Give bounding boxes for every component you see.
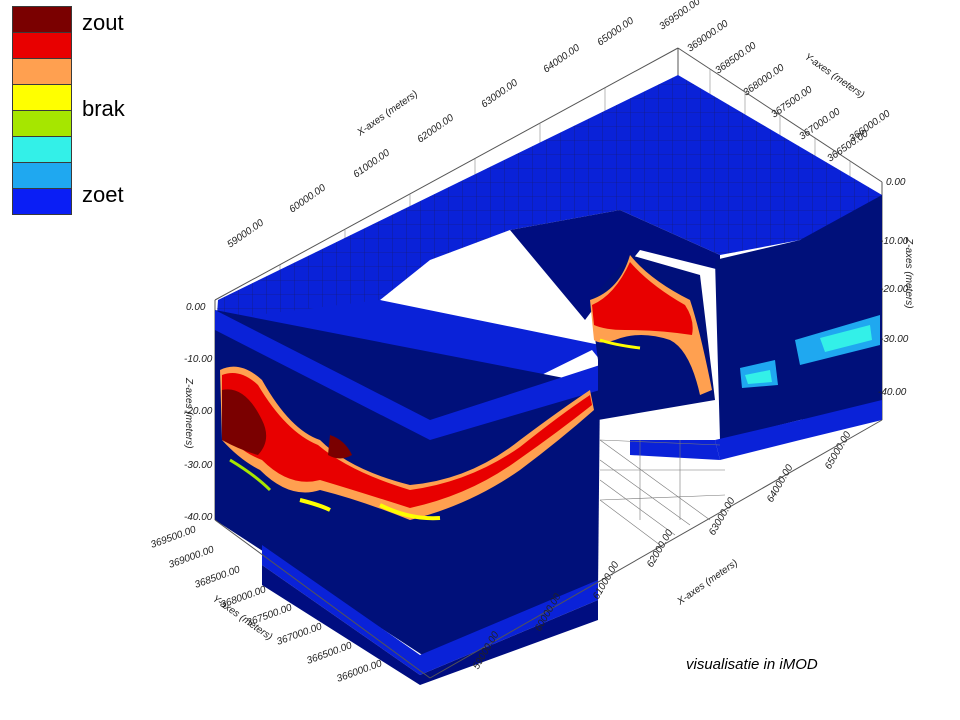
x-tick-bottom: 62000.00 xyxy=(645,527,676,569)
z-tick-right: -40.00 xyxy=(878,387,907,398)
x-tick-top: 64000.00 xyxy=(541,42,582,75)
z-tick-right: 0.00 xyxy=(886,177,906,188)
y-tick-right: 367000.00 xyxy=(797,106,842,142)
z-tick-right: -30.00 xyxy=(880,334,909,345)
z-axis-title-left: Z-axes (meters) xyxy=(183,377,194,449)
front-face-cut xyxy=(590,255,715,420)
y-tick-left: 366000.00 xyxy=(335,658,384,685)
x-axis-title-top: X-axes (meters) xyxy=(355,89,420,139)
base-layers xyxy=(262,400,882,685)
legend-swatch xyxy=(12,162,72,189)
z-tick-left: -10.00 xyxy=(184,354,213,365)
top-surface xyxy=(215,75,882,430)
x-tick-top: 60000.00 xyxy=(287,182,328,215)
z-tick-right: -10.00 xyxy=(880,236,909,247)
x-tick-top: 62000.00 xyxy=(415,112,456,145)
z-tick-left: 0.00 xyxy=(186,302,206,313)
x-tick-top: 59000.00 xyxy=(225,217,266,250)
legend-swatch xyxy=(12,32,72,59)
y-tick-right: 366000.00 xyxy=(847,108,892,144)
y-tick-right: 368000.00 xyxy=(741,62,786,98)
bounding-box-front xyxy=(214,419,883,679)
legend-label-brackish: brak xyxy=(82,96,125,121)
y-tick-left: 367000.00 xyxy=(275,621,324,648)
legend-label-fresh: zoet xyxy=(82,182,124,207)
y-tick-left: 369000.00 xyxy=(167,544,216,571)
z-ticks-left: 0.00 -10.00 -20.00 -30.00 -40.00 Z-axes … xyxy=(183,302,213,523)
y-tick-left: 368500.00 xyxy=(193,564,242,591)
z-axis-title-right: Z-axes (meters) xyxy=(903,237,914,309)
y-tick-right: 369000.00 xyxy=(685,18,730,54)
y-tick-right: 368500.00 xyxy=(713,40,758,76)
caption: visualisatie in iMOD xyxy=(686,656,818,673)
legend-swatch xyxy=(12,84,72,111)
floor-grid xyxy=(599,439,726,546)
y-tick-left: 366500.00 xyxy=(305,640,354,667)
z-tick-left: -30.00 xyxy=(184,460,213,471)
z-tick-left: -40.00 xyxy=(184,512,213,523)
x-tick-bottom: 64000.00 xyxy=(765,462,796,504)
y-tick-right: 369500.00 xyxy=(657,0,702,32)
y-tick-right: 367500.00 xyxy=(769,84,814,120)
y-tick-left: 369500.00 xyxy=(149,524,198,551)
z-tick-left: -20.00 xyxy=(184,406,213,417)
x-tick-top: 63000.00 xyxy=(479,77,520,110)
salinity-plume xyxy=(220,366,594,521)
z-tick-right: -20.00 xyxy=(880,284,909,295)
legend-label-salt: zout xyxy=(82,10,124,35)
front-face-right xyxy=(715,195,882,440)
x-tick-top: 65000.00 xyxy=(595,15,636,48)
x-tick-top: 61000.00 xyxy=(351,147,392,180)
z-ticks-right: 0.00 -10.00 -20.00 -30.00 -40.00 Z-axes … xyxy=(878,177,914,398)
x-tick-bottom: 63000.00 xyxy=(707,495,738,537)
legend-swatch xyxy=(12,188,72,215)
x-axis-title-bottom: X-axes (meters) xyxy=(675,558,740,608)
